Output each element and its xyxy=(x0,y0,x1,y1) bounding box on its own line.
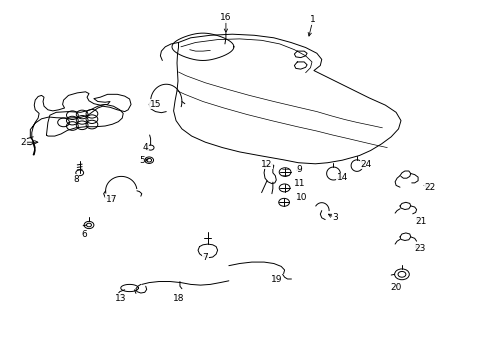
Text: 17: 17 xyxy=(105,194,117,203)
Text: 3: 3 xyxy=(331,213,337,222)
Text: 23: 23 xyxy=(413,244,425,253)
Text: 8: 8 xyxy=(73,175,79,184)
Text: 19: 19 xyxy=(270,274,282,284)
Text: 5: 5 xyxy=(139,156,144,165)
Text: 4: 4 xyxy=(142,143,148,152)
Text: 6: 6 xyxy=(81,230,87,239)
Text: 9: 9 xyxy=(296,165,302,174)
Text: 1: 1 xyxy=(309,15,315,24)
Text: 12: 12 xyxy=(260,160,272,169)
Text: 11: 11 xyxy=(293,179,305,188)
Text: 20: 20 xyxy=(389,284,401,292)
Text: 10: 10 xyxy=(295,194,307,202)
Text: 18: 18 xyxy=(172,294,184,302)
Text: 22: 22 xyxy=(424,183,435,192)
Text: 14: 14 xyxy=(336,173,347,182)
Text: 24: 24 xyxy=(359,160,371,169)
Text: 16: 16 xyxy=(220,13,231,22)
Text: 7: 7 xyxy=(202,253,208,262)
Text: 2: 2 xyxy=(20,138,26,147)
Text: 21: 21 xyxy=(415,217,427,226)
Text: 15: 15 xyxy=(149,100,161,109)
Text: 13: 13 xyxy=(114,294,126,302)
